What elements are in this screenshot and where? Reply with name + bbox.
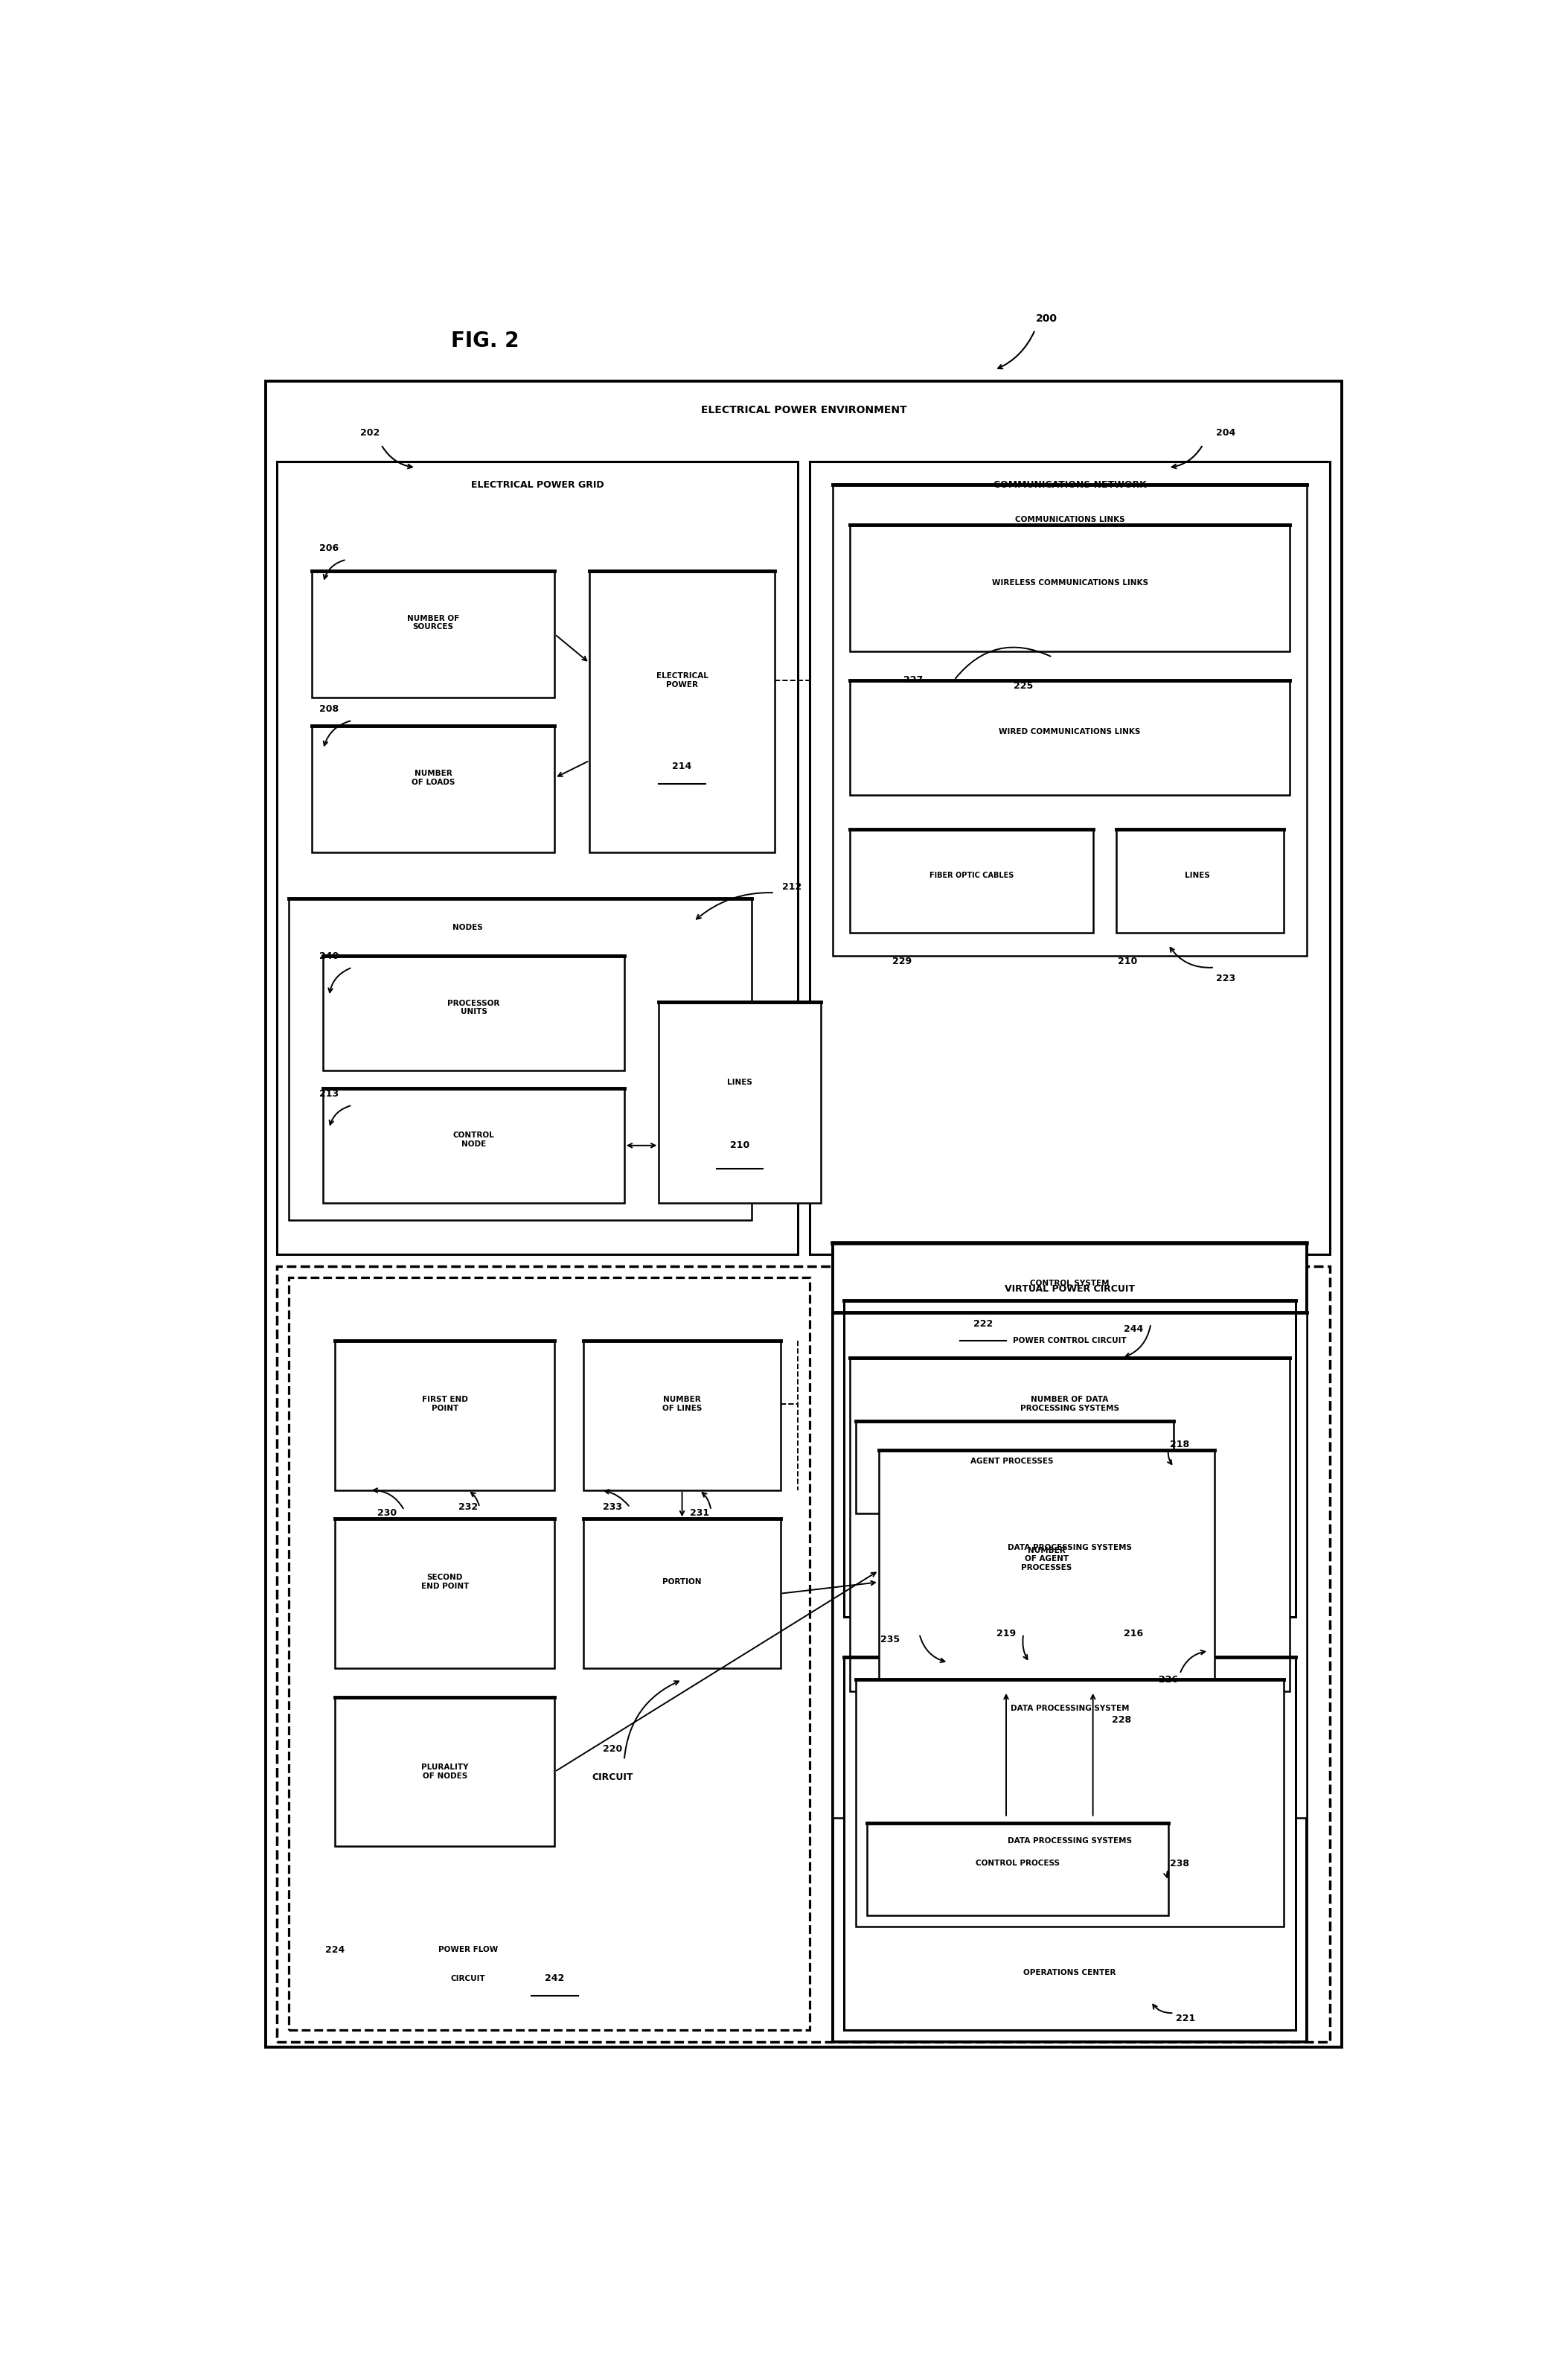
Text: NUMBER OF
SOURCES: NUMBER OF SOURCES xyxy=(408,615,459,631)
Text: 213: 213 xyxy=(320,1088,339,1100)
Bar xyxy=(833,1313,1308,1819)
Text: 214: 214 xyxy=(673,762,691,771)
Text: DATA PROCESSING SYSTEM: DATA PROCESSING SYSTEM xyxy=(1010,1705,1129,1712)
Text: DATA PROCESSING SYSTEMS: DATA PROCESSING SYSTEMS xyxy=(1008,1544,1132,1551)
Bar xyxy=(278,461,798,1256)
Text: CIRCUIT: CIRCUIT xyxy=(593,1771,633,1783)
Text: CIRCUIT: CIRCUIT xyxy=(450,1975,486,1982)
Text: LINES: LINES xyxy=(728,1078,753,1086)
Text: 204: 204 xyxy=(1217,428,1236,438)
Text: ELECTRICAL POWER GRID: ELECTRICAL POWER GRID xyxy=(470,480,604,490)
Text: 220: 220 xyxy=(602,1743,622,1752)
Bar xyxy=(312,570,555,698)
Bar xyxy=(265,381,1342,2048)
Bar xyxy=(289,1277,809,2029)
Text: 244: 244 xyxy=(1124,1324,1143,1334)
Bar xyxy=(850,1358,1289,1691)
Text: 233: 233 xyxy=(604,1502,622,1511)
Text: OPERATIONS CENTER: OPERATIONS CENTER xyxy=(1024,1970,1116,1977)
Text: 223: 223 xyxy=(1217,974,1236,984)
Text: 216: 216 xyxy=(1124,1629,1143,1639)
Text: PLURALITY
OF NODES: PLURALITY OF NODES xyxy=(422,1764,469,1781)
Bar xyxy=(850,525,1289,650)
Bar xyxy=(1116,830,1284,932)
Text: POWER FLOW: POWER FLOW xyxy=(437,1946,497,1953)
Text: 225: 225 xyxy=(1014,681,1033,691)
Text: DATA PROCESSING SYSTEMS: DATA PROCESSING SYSTEMS xyxy=(1008,1838,1132,1845)
Bar xyxy=(659,1003,822,1204)
Bar xyxy=(278,1265,1330,2041)
Text: ELECTRICAL
POWER: ELECTRICAL POWER xyxy=(655,672,709,688)
Text: FIG. 2: FIG. 2 xyxy=(452,331,519,352)
Text: NUMBER
OF LOADS: NUMBER OF LOADS xyxy=(411,769,455,785)
Text: COMMUNICATIONS NETWORK: COMMUNICATIONS NETWORK xyxy=(993,480,1146,490)
Bar xyxy=(312,726,555,851)
Bar xyxy=(289,899,751,1220)
Text: 218: 218 xyxy=(1170,1440,1190,1450)
Text: NUMBER OF DATA
PROCESSING SYSTEMS: NUMBER OF DATA PROCESSING SYSTEMS xyxy=(1021,1395,1120,1412)
Text: 235: 235 xyxy=(881,1634,900,1644)
Bar xyxy=(336,1518,555,1667)
Bar xyxy=(878,1450,1215,1679)
Text: FIBER OPTIC CABLES: FIBER OPTIC CABLES xyxy=(930,873,1013,880)
Text: LINES: LINES xyxy=(1184,873,1209,880)
Bar xyxy=(583,1518,781,1667)
Bar xyxy=(856,1421,1174,1514)
Bar xyxy=(323,955,624,1071)
Text: COMMUNICATIONS LINKS: COMMUNICATIONS LINKS xyxy=(1014,516,1124,523)
Bar xyxy=(850,830,1093,932)
Text: PROCESSOR
UNITS: PROCESSOR UNITS xyxy=(447,1000,500,1015)
Text: 231: 231 xyxy=(690,1509,709,1518)
Text: 229: 229 xyxy=(892,958,911,967)
Text: FIRST END
POINT: FIRST END POINT xyxy=(422,1395,467,1412)
Text: NUMBER
OF LINES: NUMBER OF LINES xyxy=(662,1395,702,1412)
Text: CONTROL PROCESS: CONTROL PROCESS xyxy=(975,1859,1060,1868)
Text: 226: 226 xyxy=(1159,1674,1178,1684)
Text: CONTROL SYSTEM: CONTROL SYSTEM xyxy=(1030,1279,1110,1287)
Bar xyxy=(590,570,775,851)
Text: PORTION: PORTION xyxy=(663,1577,701,1587)
Text: 240: 240 xyxy=(320,951,339,960)
Bar xyxy=(583,1341,781,1490)
Text: 242: 242 xyxy=(546,1975,564,1984)
Text: NUMBER
OF AGENT
PROCESSES: NUMBER OF AGENT PROCESSES xyxy=(1021,1547,1073,1570)
Text: VIRTUAL POWER CIRCUIT: VIRTUAL POWER CIRCUIT xyxy=(1005,1284,1135,1294)
Bar xyxy=(323,1088,624,1204)
Text: ELECTRICAL POWER ENVIRONMENT: ELECTRICAL POWER ENVIRONMENT xyxy=(701,404,906,416)
Text: 232: 232 xyxy=(458,1502,478,1511)
Bar xyxy=(850,681,1289,795)
Text: 210: 210 xyxy=(731,1140,750,1149)
Text: 210: 210 xyxy=(1118,958,1137,967)
Text: 202: 202 xyxy=(359,428,379,438)
Text: 227: 227 xyxy=(903,676,924,686)
Text: 222: 222 xyxy=(974,1320,993,1329)
Bar xyxy=(867,1823,1168,1916)
Text: AGENT PROCESSES: AGENT PROCESSES xyxy=(971,1457,1054,1466)
Text: 206: 206 xyxy=(320,544,339,553)
Text: 219: 219 xyxy=(996,1629,1016,1639)
Text: POWER CONTROL CIRCUIT: POWER CONTROL CIRCUIT xyxy=(1013,1336,1127,1346)
Bar xyxy=(844,1658,1295,2029)
Text: 238: 238 xyxy=(1170,1859,1190,1868)
Text: 224: 224 xyxy=(325,1944,345,1953)
Text: 212: 212 xyxy=(782,882,801,892)
Text: 200: 200 xyxy=(1036,312,1057,324)
Text: NODES: NODES xyxy=(453,922,483,932)
Text: 221: 221 xyxy=(1176,2015,1195,2024)
Text: 228: 228 xyxy=(1112,1715,1132,1724)
Text: WIRELESS COMMUNICATIONS LINKS: WIRELESS COMMUNICATIONS LINKS xyxy=(991,579,1148,587)
Text: 208: 208 xyxy=(320,705,339,714)
Text: CONTROL
NODE: CONTROL NODE xyxy=(453,1133,494,1147)
Text: SECOND
END POINT: SECOND END POINT xyxy=(420,1575,469,1589)
Text: 230: 230 xyxy=(378,1509,397,1518)
Bar xyxy=(336,1341,555,1490)
Bar xyxy=(833,1244,1308,2041)
Bar xyxy=(844,1301,1295,1618)
Bar xyxy=(856,1679,1284,1927)
Bar xyxy=(809,461,1330,1256)
Bar xyxy=(833,485,1308,955)
Bar xyxy=(336,1698,555,1847)
Text: WIRED COMMUNICATIONS LINKS: WIRED COMMUNICATIONS LINKS xyxy=(999,728,1140,736)
